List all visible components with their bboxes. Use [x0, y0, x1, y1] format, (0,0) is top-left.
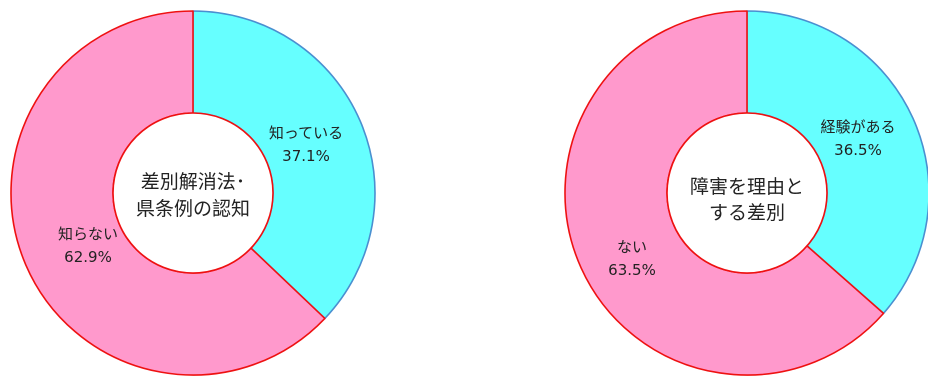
chart-0-slice-0-value: 37.1%	[282, 147, 330, 165]
donut-chart-awareness: 知っている 37.1% 知らない 62.9% 差別解消法･ 県条例の認知	[10, 10, 376, 376]
chart-1-hole	[666, 112, 828, 274]
chart-0-hole	[112, 112, 274, 274]
chart-0-center-label-1: 県条例の認知	[136, 198, 250, 220]
chart-1-slice-0-value: 36.5%	[834, 141, 882, 159]
chart-1-slice-1-label: ない	[617, 238, 647, 256]
chart-0-slice-1-value: 62.9%	[64, 248, 112, 266]
chart-0-slice-1-label: 知らない	[58, 225, 118, 243]
chart-0-center-label-0: 差別解消法･	[141, 171, 246, 193]
chart-1-slice-1-value: 63.5%	[608, 261, 656, 279]
chart-1-center-label-0: 障害を理由と	[690, 176, 804, 198]
chart-1-center-label-1: する差別	[709, 202, 785, 224]
chart-1-slice-0-label: 経験がある	[820, 118, 895, 136]
chart-0-slice-0-label: 知っている	[269, 124, 343, 142]
